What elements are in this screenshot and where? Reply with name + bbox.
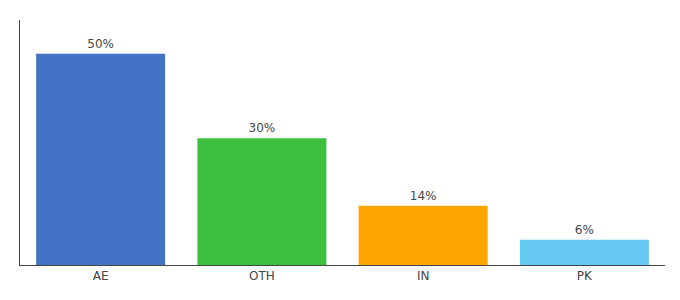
svg-text:6%: 6%	[575, 223, 594, 237]
svg-text:IN: IN	[417, 269, 430, 283]
svg-text:50%: 50%	[87, 37, 114, 51]
svg-text:30%: 30%	[249, 121, 276, 135]
svg-text:14%: 14%	[410, 189, 437, 203]
svg-text:OTH: OTH	[249, 269, 275, 283]
svg-text:PK: PK	[577, 269, 593, 283]
svg-text:AE: AE	[93, 269, 109, 283]
